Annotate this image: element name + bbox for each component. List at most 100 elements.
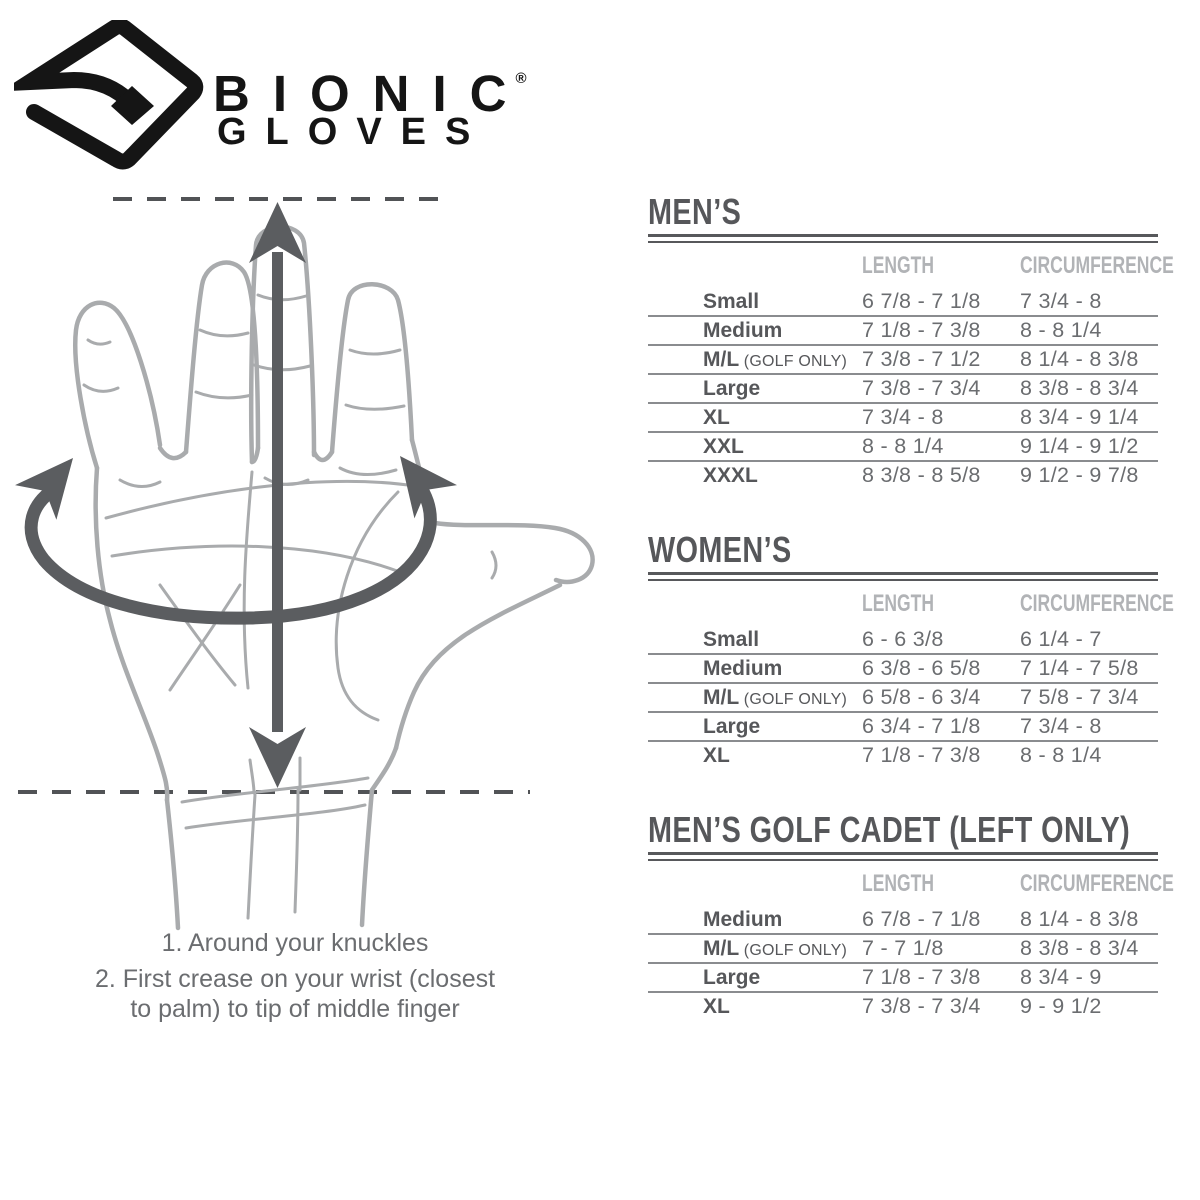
table-title: WOMEN’S xyxy=(648,528,1158,572)
table-row: Large 6 3/4 - 7 1/8 7 3/4 - 8 xyxy=(648,713,1158,742)
registered-trademark: ® xyxy=(515,70,527,87)
circumference-cell: 8 3/4 - 9 1/4 xyxy=(1020,405,1139,429)
size-cell: Small xyxy=(703,289,760,313)
column-header-circumference: CIRCUMFERENCE xyxy=(1020,870,1174,897)
size-cell: XL xyxy=(703,743,730,767)
circumference-arrow-arc xyxy=(24,472,437,625)
size-cell: XL xyxy=(703,994,730,1018)
circumference-cell: 9 1/4 - 9 1/2 xyxy=(1020,434,1139,458)
column-header-circumference: CIRCUMFERENCE xyxy=(1020,590,1174,617)
measurement-instructions: 1. Around your knuckles 2. First crease … xyxy=(60,928,530,1024)
circumference-cell: 6 1/4 - 7 xyxy=(1020,627,1102,651)
glove-center-diamond xyxy=(111,86,154,125)
column-header-row: LENGTH CIRCUMFERENCE xyxy=(648,870,1174,897)
table-row: M/L (GOLF ONLY) 7 - 7 1/8 8 3/8 - 8 3/4 xyxy=(648,935,1158,964)
circumference-cell: 8 1/4 - 8 3/8 xyxy=(1020,907,1139,931)
hand-measurement-diagram xyxy=(15,197,595,931)
title-double-rule xyxy=(648,852,1158,861)
table-rows: Small 6 - 6 3/8 6 1/4 - 7 Medium 6 3/8 - 6 5… xyxy=(648,626,1158,769)
table-row: XL 7 3/4 - 8 8 3/4 - 9 1/4 xyxy=(648,404,1158,433)
circumference-cell: 9 - 9 1/2 xyxy=(1020,994,1102,1018)
length-cell: 6 5/8 - 6 3/4 xyxy=(862,685,981,709)
length-cell: 7 3/8 - 7 3/4 xyxy=(862,994,981,1018)
length-cell: 7 1/8 - 7 3/8 xyxy=(862,965,981,989)
size-cell: Medium xyxy=(703,318,783,342)
circumference-arrow-right-head xyxy=(400,456,457,519)
size-cell: M/L (GOLF ONLY) xyxy=(703,685,848,709)
circumference-cell: 7 5/8 - 7 3/4 xyxy=(1020,685,1139,709)
table-row: Medium 6 3/8 - 6 5/8 7 1/4 - 7 5/8 xyxy=(648,655,1158,684)
column-header-circumference: CIRCUMFERENCE xyxy=(1020,252,1174,279)
glove-ribbon-shape xyxy=(14,20,204,170)
title-double-rule xyxy=(648,572,1158,581)
size-table-mens: MEN’S LENGTH CIRCUMFERENCE Small 6 7/8 - 7 1… xyxy=(648,190,1174,489)
column-header-row: LENGTH CIRCUMFERENCE xyxy=(648,252,1174,279)
column-header-length: LENGTH xyxy=(862,590,935,617)
column-header-length: LENGTH xyxy=(862,870,935,897)
circumference-arrow-left-head xyxy=(15,458,73,520)
circumference-cell: 7 1/4 - 7 5/8 xyxy=(1020,656,1139,680)
table-row: Large 7 1/8 - 7 3/8 8 3/4 - 9 xyxy=(648,964,1158,993)
brand-name: BIONIC® xyxy=(213,53,527,120)
circumference-cell: 8 - 8 1/4 xyxy=(1020,318,1102,342)
table-title: MEN’S xyxy=(648,190,1158,234)
length-cell: 6 3/4 - 7 1/8 xyxy=(862,714,981,738)
length-cell: 7 - 7 1/8 xyxy=(862,936,944,960)
golf-only-note: (GOLF ONLY) xyxy=(739,941,848,959)
circumference-cell: 8 1/4 - 8 3/8 xyxy=(1020,347,1139,371)
length-cell: 8 3/8 - 8 5/8 xyxy=(862,463,981,487)
table-row: XL 7 1/8 - 7 3/8 8 - 8 1/4 xyxy=(648,742,1158,769)
length-cell: 8 - 8 1/4 xyxy=(862,434,944,458)
table-row: XL 7 3/8 - 7 3/4 9 - 9 1/2 xyxy=(648,993,1158,1020)
table-row: M/L (GOLF ONLY) 7 3/8 - 7 1/2 8 1/4 - 8 3/… xyxy=(648,346,1158,375)
instruction-1: 1. Around your knuckles xyxy=(161,929,429,957)
circumference-cell: 7 3/4 - 8 xyxy=(1020,714,1102,738)
size-cell: XXXL xyxy=(703,463,758,487)
table-rows: Medium 6 7/8 - 7 1/8 8 1/4 - 8 3/8 M/L (GOL… xyxy=(648,906,1158,1020)
length-arrow xyxy=(249,202,306,788)
length-cell: 6 - 6 3/8 xyxy=(862,627,944,651)
table-row: Small 6 - 6 3/8 6 1/4 - 7 xyxy=(648,626,1158,655)
circumference-cell: 8 - 8 1/4 xyxy=(1020,743,1102,767)
size-cell: Small xyxy=(703,627,760,651)
bionic-glove-logo-icon xyxy=(14,20,204,170)
length-cell: 7 3/8 - 7 3/4 xyxy=(862,376,981,400)
table-row: M/L (GOLF ONLY) 6 5/8 - 6 3/4 7 5/8 - 7 3/… xyxy=(648,684,1158,713)
table-title-text: MEN’S GOLF CADET (LEFT ONLY) xyxy=(648,809,1131,850)
life-line xyxy=(334,490,400,722)
table-row: Medium 6 7/8 - 7 1/8 8 1/4 - 8 3/8 xyxy=(648,906,1158,935)
instruction-2-line2: to palm) to tip of middle finger xyxy=(130,995,460,1023)
table-rows: Small 6 7/8 - 7 1/8 7 3/4 - 8 Medium 7 1/8 -… xyxy=(648,288,1158,489)
column-header-length: LENGTH xyxy=(862,252,935,279)
length-arrow-bottom-head xyxy=(249,727,306,788)
length-cell: 6 7/8 - 7 1/8 xyxy=(862,907,981,931)
size-cell: Large xyxy=(703,965,761,989)
brand-name-text: BIONIC xyxy=(213,65,530,122)
length-arrow-top-head xyxy=(249,202,306,263)
circumference-arrow xyxy=(15,456,457,625)
circumference-cell: 8 3/8 - 8 3/4 xyxy=(1020,376,1139,400)
size-cell: M/L (GOLF ONLY) xyxy=(703,936,848,960)
size-cell: XXL xyxy=(703,434,744,458)
circumference-cell: 8 3/8 - 8 3/4 xyxy=(1020,936,1139,960)
length-cell: 7 1/8 - 7 3/8 xyxy=(862,743,981,767)
length-cell: 7 3/4 - 8 xyxy=(862,405,944,429)
size-table-cadet: MEN’S GOLF CADET (LEFT ONLY) LENGTH CIRCUM… xyxy=(648,808,1174,1020)
length-cell: 7 3/8 - 7 1/2 xyxy=(862,347,981,371)
table-row: XXXL 8 3/8 - 8 5/8 9 1/2 - 9 7/8 xyxy=(648,462,1158,489)
hand-outline xyxy=(73,224,595,931)
head-line xyxy=(110,544,402,574)
instruction-2-line1: 2. First crease on your wrist (closest xyxy=(94,965,496,993)
length-arrow-shaft xyxy=(272,252,283,732)
size-cell: Large xyxy=(703,714,761,738)
size-cell: Large xyxy=(703,376,761,400)
heart-line xyxy=(104,479,417,520)
size-cell: M/L (GOLF ONLY) xyxy=(703,347,848,371)
length-cell: 6 3/8 - 6 5/8 xyxy=(862,656,981,680)
table-title-text: WOMEN’S xyxy=(648,529,792,570)
brand-subname: GLOVES xyxy=(217,111,490,153)
table-title-text: MEN’S xyxy=(648,191,742,232)
golf-only-note: (GOLF ONLY) xyxy=(739,352,848,370)
table-row: Large 7 3/8 - 7 3/4 8 3/8 - 8 3/4 xyxy=(648,375,1158,404)
table-title: MEN’S GOLF CADET (LEFT ONLY) xyxy=(648,808,1158,852)
